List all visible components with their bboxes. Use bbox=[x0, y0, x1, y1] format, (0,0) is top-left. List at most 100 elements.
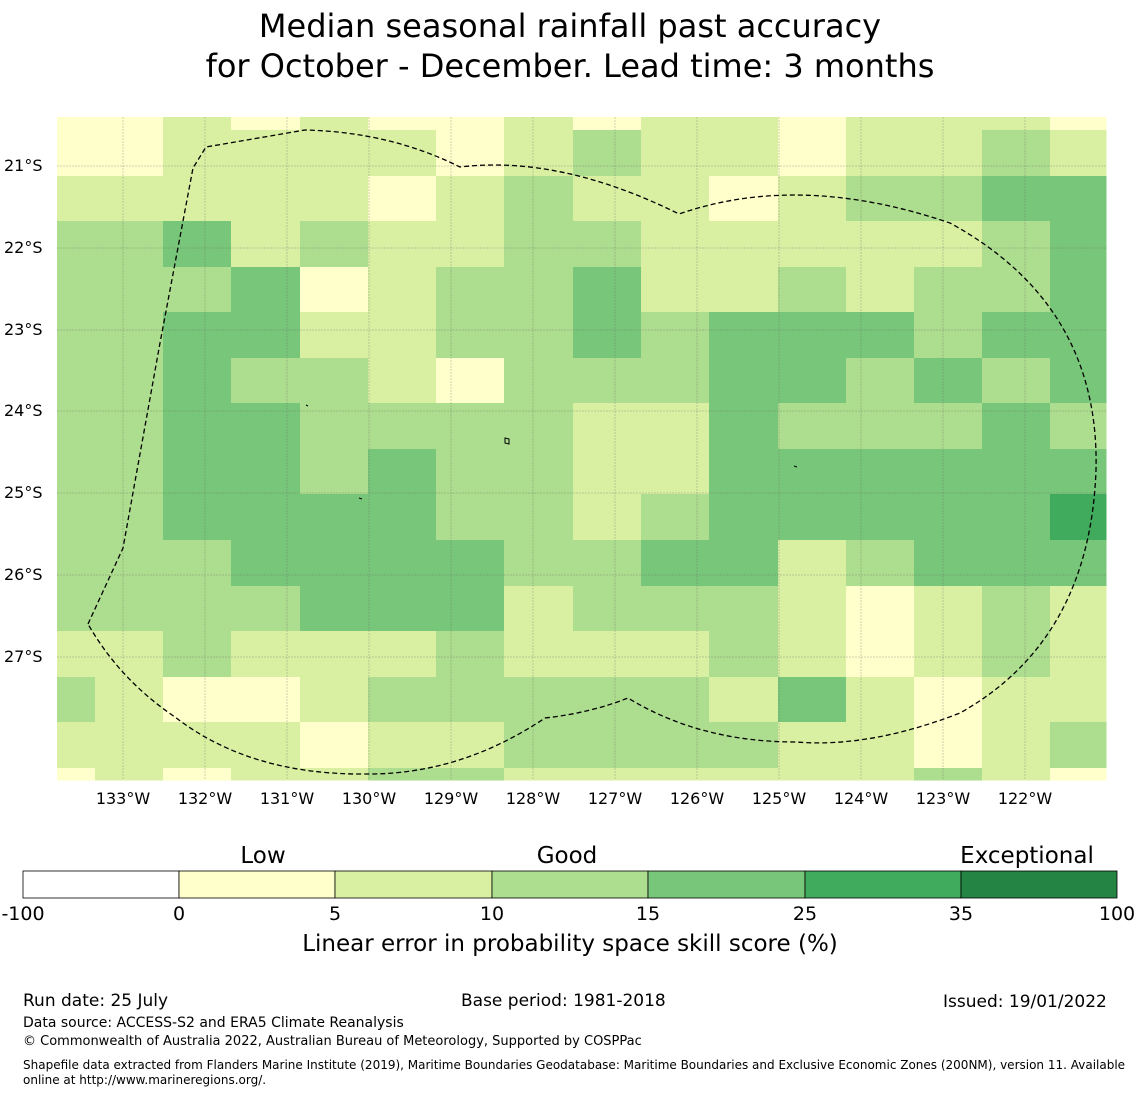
skill-cell bbox=[1050, 117, 1107, 131]
longitude-label: 130°W bbox=[341, 789, 397, 808]
skill-cell bbox=[778, 631, 847, 678]
latitude-label: 22°S bbox=[4, 238, 43, 257]
skill-cell bbox=[846, 130, 915, 177]
longitude-label: 131°W bbox=[259, 789, 315, 808]
skill-cell bbox=[231, 677, 301, 723]
skill-cell bbox=[231, 358, 301, 404]
colorbar-segment bbox=[647, 870, 806, 899]
skill-cell bbox=[300, 312, 369, 359]
skill-cell bbox=[846, 267, 915, 313]
skill-cell bbox=[300, 540, 369, 587]
skill-cell bbox=[57, 221, 96, 268]
island-outline bbox=[504, 437, 510, 445]
colorbar-tick-label: 10 bbox=[479, 903, 505, 925]
skill-cell bbox=[504, 540, 574, 587]
skill-cell bbox=[778, 768, 847, 781]
skill-cell bbox=[231, 768, 301, 781]
skill-cell bbox=[1050, 176, 1107, 222]
colorbar-tick-label: 5 bbox=[328, 903, 342, 925]
colorbar-segment bbox=[22, 870, 180, 899]
skill-cell bbox=[982, 768, 1051, 781]
skill-cell bbox=[1050, 722, 1107, 769]
skill-cell bbox=[436, 631, 505, 678]
skill-cell bbox=[368, 677, 437, 723]
skill-cell bbox=[163, 722, 232, 769]
skill-cell bbox=[300, 449, 369, 495]
skill-cell bbox=[573, 494, 642, 541]
skill-cell bbox=[504, 586, 574, 632]
skill-cell bbox=[163, 494, 232, 541]
skill-cell bbox=[57, 586, 96, 632]
skill-cell bbox=[846, 403, 915, 450]
skill-cell bbox=[57, 312, 96, 359]
colorbar-tick-label: -100 bbox=[1, 903, 45, 925]
skill-cell bbox=[641, 117, 710, 131]
skill-cell bbox=[368, 130, 437, 177]
colorbar-segment bbox=[804, 870, 962, 899]
skill-cell bbox=[231, 631, 301, 678]
longitude-label: 133°W bbox=[95, 789, 151, 808]
skill-cell bbox=[914, 403, 983, 450]
skill-cell bbox=[504, 221, 574, 268]
skill-cell bbox=[1050, 449, 1107, 495]
skill-cell bbox=[163, 267, 232, 313]
map-title-line-2: for October - December. Lead time: 3 mon… bbox=[205, 47, 935, 85]
skill-cell bbox=[641, 494, 710, 541]
skill-cell bbox=[982, 176, 1051, 222]
skill-cell bbox=[436, 722, 505, 769]
skill-cell bbox=[709, 677, 779, 723]
skill-cell bbox=[709, 358, 779, 404]
skill-cell bbox=[709, 722, 779, 769]
skill-cell bbox=[982, 586, 1051, 632]
colorbar-tick-label: 25 bbox=[792, 903, 818, 925]
longitude-label: 132°W bbox=[177, 789, 233, 808]
colorbar-segment bbox=[334, 870, 493, 899]
skill-cell bbox=[914, 358, 983, 404]
latitude-label: 25°S bbox=[4, 483, 43, 502]
skill-cell bbox=[846, 722, 915, 769]
latitude-label: 26°S bbox=[4, 565, 43, 584]
skill-cell bbox=[504, 358, 574, 404]
skill-cell bbox=[504, 722, 574, 769]
skill-cell bbox=[573, 130, 642, 177]
skill-cell bbox=[914, 586, 983, 632]
skill-cell bbox=[95, 267, 164, 313]
skill-cell bbox=[846, 221, 915, 268]
skill-cell bbox=[231, 221, 301, 268]
skill-cell bbox=[778, 221, 847, 268]
skill-cell bbox=[641, 631, 710, 678]
skill-cell bbox=[846, 312, 915, 359]
skill-cell bbox=[982, 267, 1051, 313]
skill-cell bbox=[231, 586, 301, 632]
skill-cell bbox=[846, 449, 915, 495]
skill-cell bbox=[300, 722, 369, 769]
skill-cell bbox=[573, 403, 642, 450]
skill-cell bbox=[982, 494, 1051, 541]
skill-cell bbox=[709, 768, 779, 781]
skill-cell bbox=[163, 221, 232, 268]
skill-cell bbox=[163, 540, 232, 587]
skill-cell bbox=[573, 358, 642, 404]
skill-cell bbox=[300, 403, 369, 450]
skill-cell bbox=[504, 403, 574, 450]
skill-cell bbox=[504, 677, 574, 723]
skill-cell bbox=[982, 449, 1051, 495]
skill-cell bbox=[300, 631, 369, 678]
skill-cell bbox=[57, 722, 96, 769]
skill-cell bbox=[846, 176, 915, 222]
skill-cell bbox=[982, 540, 1051, 587]
skill-cell bbox=[709, 117, 779, 131]
skill-cell bbox=[641, 312, 710, 359]
skill-cell bbox=[95, 312, 164, 359]
skill-cell bbox=[95, 494, 164, 541]
skill-cell bbox=[1050, 130, 1107, 177]
skill-cell bbox=[504, 130, 574, 177]
skill-cell bbox=[57, 540, 96, 587]
longitude-label: 127°W bbox=[587, 789, 643, 808]
skill-cell bbox=[573, 631, 642, 678]
skill-cell bbox=[163, 176, 232, 222]
skill-cell bbox=[709, 494, 779, 541]
skill-cell bbox=[1050, 768, 1107, 781]
skill-cell bbox=[163, 312, 232, 359]
skill-cell bbox=[914, 540, 983, 587]
